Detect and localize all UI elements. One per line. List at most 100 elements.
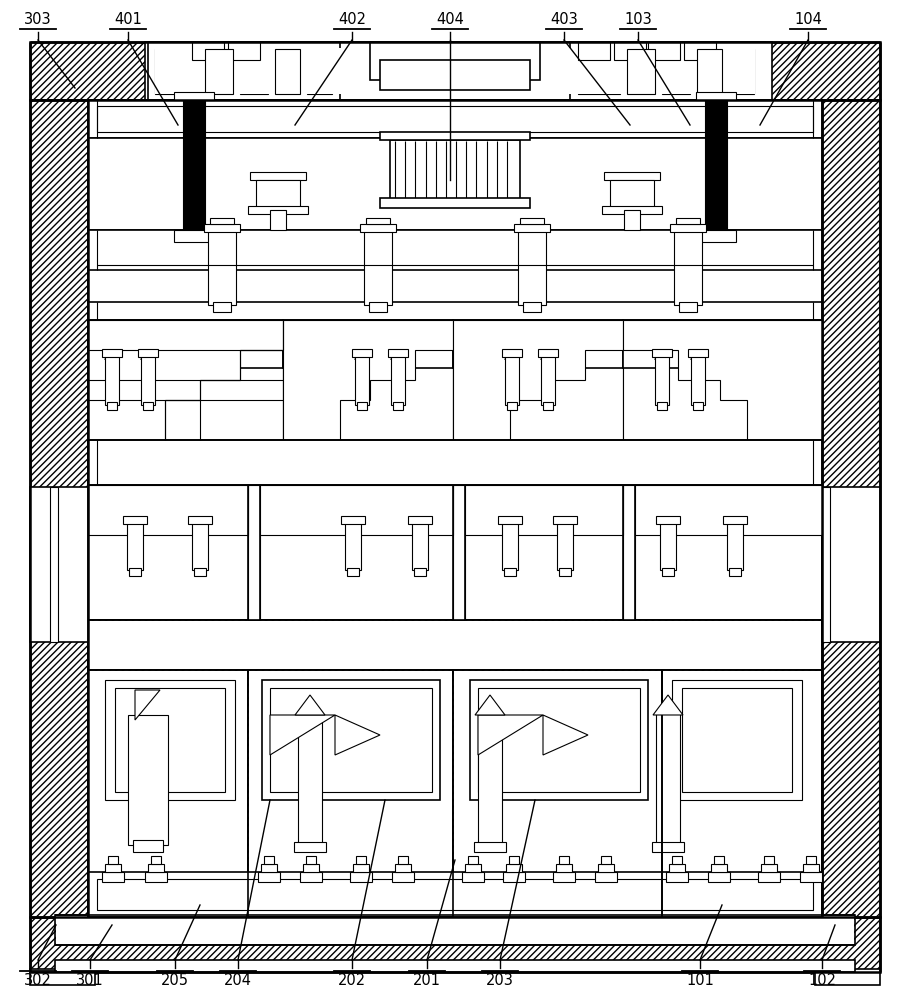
Bar (822, 100, 880, 917)
Bar (55, 915, 855, 945)
Bar (764, 856, 774, 864)
Polygon shape (453, 320, 623, 440)
Bar (355, 355, 369, 405)
Text: 102: 102 (808, 973, 836, 988)
Bar (502, 349, 522, 357)
Bar (578, 49, 620, 94)
Bar (30, 505, 60, 625)
Bar (241, 50, 267, 93)
Bar (627, 49, 655, 94)
Bar (855, 510, 875, 620)
Bar (714, 856, 724, 864)
Text: 103: 103 (624, 12, 652, 27)
Bar (729, 568, 741, 576)
Bar (156, 50, 196, 93)
Bar (557, 520, 573, 570)
Polygon shape (270, 715, 335, 755)
Bar (669, 864, 685, 872)
Bar (258, 872, 280, 882)
Bar (88, 302, 822, 320)
Bar (133, 840, 163, 852)
Bar (523, 302, 541, 312)
Text: 401: 401 (114, 12, 142, 27)
Bar (390, 140, 520, 200)
Bar (656, 712, 680, 845)
Bar (662, 670, 822, 917)
Bar (723, 516, 747, 524)
Text: 205: 205 (161, 973, 189, 988)
Text: 404: 404 (436, 12, 464, 27)
Bar (623, 485, 635, 620)
Bar (635, 485, 822, 535)
Bar (89, 441, 821, 484)
Bar (345, 520, 361, 570)
Bar (369, 302, 387, 312)
Bar (465, 485, 623, 535)
Text: 204: 204 (224, 973, 252, 988)
Bar (123, 516, 147, 524)
Bar (502, 520, 518, 570)
Bar (395, 864, 411, 872)
Bar (559, 568, 571, 576)
Bar (624, 210, 640, 230)
Bar (88, 100, 822, 138)
Polygon shape (653, 695, 683, 715)
Bar (353, 864, 369, 872)
Bar (758, 872, 780, 882)
Bar (262, 680, 440, 800)
Bar (138, 349, 158, 357)
Text: 104: 104 (794, 12, 822, 27)
Polygon shape (335, 715, 380, 755)
Bar (88, 320, 283, 368)
Bar (454, 671, 661, 916)
Bar (682, 688, 792, 792)
Bar (380, 132, 530, 140)
Bar (97, 879, 813, 910)
Bar (648, 42, 680, 60)
Bar (570, 42, 772, 100)
Bar (696, 230, 736, 242)
Bar (708, 872, 730, 882)
Bar (462, 872, 484, 882)
Bar (88, 485, 248, 535)
Bar (414, 568, 426, 576)
Bar (623, 320, 822, 368)
Bar (800, 872, 822, 882)
Bar (453, 320, 623, 368)
Bar (553, 872, 575, 882)
Bar (283, 320, 453, 440)
Polygon shape (88, 320, 283, 440)
Bar (88, 320, 283, 440)
Bar (105, 355, 119, 405)
Bar (598, 864, 614, 872)
Bar (102, 872, 124, 882)
Bar (183, 97, 205, 235)
Bar (188, 516, 212, 524)
Bar (380, 198, 530, 208)
Bar (656, 516, 680, 524)
Bar (697, 49, 722, 94)
Bar (88, 620, 822, 670)
Bar (652, 349, 672, 357)
Bar (256, 180, 300, 210)
Bar (88, 100, 822, 917)
Bar (541, 355, 555, 405)
Text: 301: 301 (76, 973, 104, 988)
Bar (248, 485, 260, 620)
Bar (248, 206, 308, 214)
Bar (392, 872, 414, 882)
Bar (660, 520, 676, 570)
Bar (145, 42, 765, 100)
Bar (356, 856, 366, 864)
Bar (88, 872, 822, 917)
Bar (148, 42, 340, 100)
Bar (192, 42, 224, 60)
Bar (657, 402, 667, 410)
Text: 403: 403 (551, 12, 578, 27)
Bar (498, 516, 522, 524)
Bar (88, 440, 822, 485)
Bar (341, 516, 365, 524)
Bar (88, 670, 248, 917)
Bar (393, 402, 403, 410)
Bar (504, 568, 516, 576)
